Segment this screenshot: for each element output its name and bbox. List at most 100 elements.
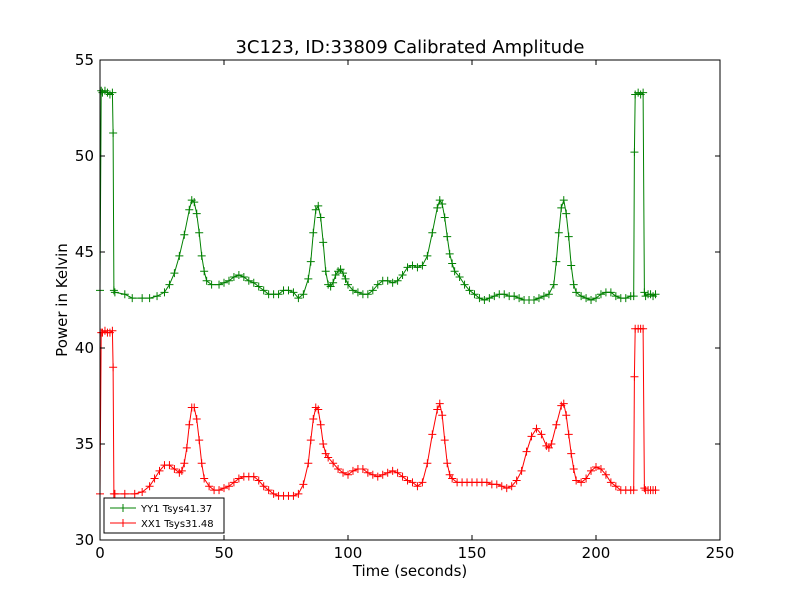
data-point-yy1 <box>202 276 211 285</box>
data-point-xx1 <box>334 464 343 473</box>
data-point-yy1 <box>510 292 519 301</box>
data-point-xx1 <box>177 466 186 475</box>
data-point-yy1 <box>475 294 484 303</box>
data-point-yy1 <box>145 294 154 303</box>
legend-label-yy1: YY1 Tsys41.37 <box>140 504 212 515</box>
data-point-xx1 <box>120 489 129 498</box>
data-point-yy1 <box>215 280 224 289</box>
y-tick-label: 35 <box>75 435 94 453</box>
data-point-xx1 <box>596 464 605 473</box>
data-point-xx1 <box>428 430 437 439</box>
y-tick-label: 40 <box>75 339 94 357</box>
data-point-xx1 <box>413 482 422 491</box>
data-point-yy1 <box>398 271 407 280</box>
data-point-yy1 <box>490 292 499 301</box>
data-point-yy1 <box>544 290 553 299</box>
data-point-xx1 <box>234 474 243 483</box>
data-point-yy1 <box>559 196 568 205</box>
data-point-yy1 <box>572 288 581 297</box>
data-point-xx1 <box>344 470 352 479</box>
data-point-xx1 <box>220 484 228 493</box>
data-point-yy1 <box>554 228 563 237</box>
data-point-xx1 <box>339 468 348 477</box>
data-point-xx1 <box>289 491 298 500</box>
data-point-yy1 <box>200 267 209 276</box>
plot-frame <box>99 59 721 541</box>
data-point-xx1 <box>438 411 447 420</box>
data-point-xx1 <box>145 482 154 491</box>
data-point-yy1 <box>480 296 489 304</box>
data-point-xx1 <box>629 486 638 495</box>
data-point-yy1 <box>552 257 561 266</box>
data-point-yy1 <box>629 292 638 301</box>
data-point-xx1 <box>492 480 501 489</box>
data-point-yy1 <box>455 272 464 281</box>
data-point-xx1 <box>443 459 452 468</box>
x-tick-label: 100 <box>334 544 363 562</box>
y-tick-label: 50 <box>75 147 94 165</box>
data-point-yy1 <box>224 276 233 285</box>
data-point-xx1 <box>373 472 382 481</box>
data-point-yy1 <box>413 263 422 272</box>
data-point-xx1 <box>329 459 338 468</box>
data-point-xx1 <box>512 476 521 485</box>
data-point-xx1 <box>306 436 315 445</box>
x-tick-label: 50 <box>214 544 233 562</box>
data-point-yy1 <box>306 257 315 266</box>
data-point-yy1 <box>165 280 174 289</box>
data-point-yy1 <box>438 200 447 208</box>
data-point-yy1 <box>460 280 469 289</box>
data-point-xx1 <box>433 405 442 414</box>
data-point-yy1 <box>289 288 298 297</box>
data-point-yy1 <box>630 148 639 157</box>
data-point-xx1 <box>130 489 139 498</box>
data-point-xx1 <box>185 420 194 429</box>
data-point-xx1 <box>224 482 233 491</box>
data-point-yy1 <box>423 251 432 260</box>
y-axis-label: Power in Kelvin <box>53 243 71 357</box>
data-point-xx1 <box>567 449 576 458</box>
data-point-xx1 <box>435 399 444 408</box>
data-point-xx1 <box>138 488 147 496</box>
data-point-yy1 <box>309 228 318 237</box>
data-point-yy1 <box>220 278 228 287</box>
data-point-yy1 <box>249 278 258 287</box>
data-point-xx1 <box>368 470 377 479</box>
data-point-xx1 <box>363 468 372 477</box>
data-point-yy1 <box>239 272 248 281</box>
data-point-yy1 <box>530 296 538 304</box>
data-point-xx1 <box>639 324 648 333</box>
data-point-yy1 <box>120 290 129 299</box>
data-point-xx1 <box>408 478 417 487</box>
data-point-yy1 <box>353 288 362 297</box>
data-point-yy1 <box>244 276 253 285</box>
data-point-yy1 <box>640 288 649 297</box>
data-point-xx1 <box>587 466 596 475</box>
data-point-xx1 <box>502 484 511 493</box>
data-point-yy1 <box>368 286 377 295</box>
data-point-yy1 <box>299 290 308 299</box>
data-point-xx1 <box>182 443 191 452</box>
x-tick-label: 200 <box>582 544 611 562</box>
data-point-yy1 <box>207 280 216 289</box>
data-point-xx1 <box>254 476 263 485</box>
data-point-xx1 <box>259 482 268 491</box>
data-point-yy1 <box>428 228 437 237</box>
data-point-xx1 <box>197 459 206 468</box>
data-point-yy1 <box>190 198 199 207</box>
data-point-xx1 <box>348 466 357 475</box>
data-point-yy1 <box>539 292 548 301</box>
legend-marker-xx1 <box>119 519 127 527</box>
data-point-yy1 <box>274 290 283 299</box>
data-point-xx1 <box>200 474 209 483</box>
data-point-xx1 <box>482 478 491 487</box>
data-point-yy1 <box>109 286 118 295</box>
data-point-yy1 <box>192 209 201 218</box>
data-point-xx1 <box>517 466 526 475</box>
data-point-xx1 <box>249 472 258 481</box>
data-point-xx1 <box>552 420 561 429</box>
data-point-xx1 <box>547 440 556 448</box>
data-point-yy1 <box>109 128 118 137</box>
data-point-xx1 <box>440 436 449 445</box>
